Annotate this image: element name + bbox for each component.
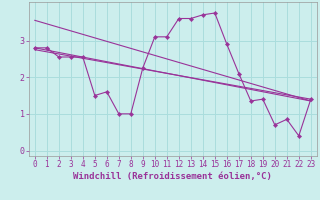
X-axis label: Windchill (Refroidissement éolien,°C): Windchill (Refroidissement éolien,°C) <box>73 172 272 181</box>
